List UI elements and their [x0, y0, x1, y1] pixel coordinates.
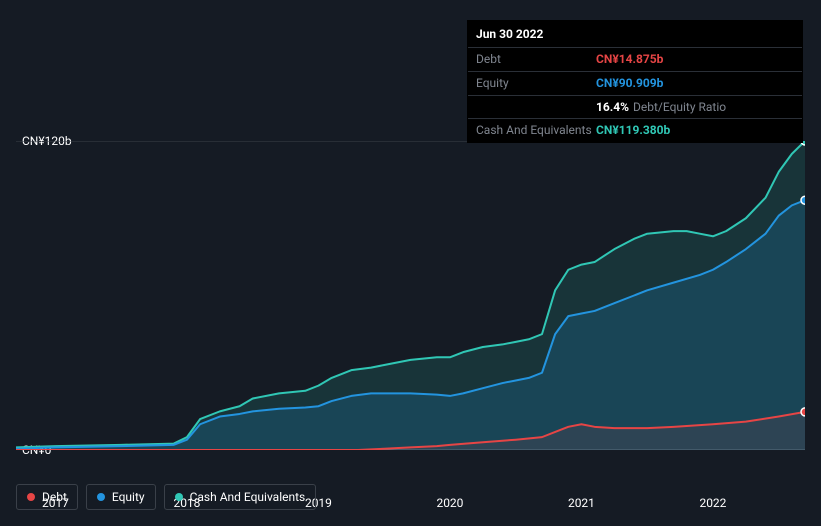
tooltip-row: 16.4%Debt/Equity Ratio: [468, 96, 802, 120]
legend-label: Cash And Equivalents: [190, 490, 306, 504]
legend-item-debt[interactable]: Debt: [16, 484, 78, 510]
tooltip-row: EquityCN¥90.909b: [468, 72, 802, 96]
chart-area: CN¥120bCN¥0 201720182019202020212022: [16, 125, 805, 466]
tooltip-value: CN¥90.909b: [596, 75, 663, 92]
tooltip-label: [476, 99, 596, 116]
tooltip-row: Cash And EquivalentsCN¥119.380b: [468, 119, 802, 142]
legend-label: Debt: [42, 490, 67, 504]
tooltip-label: Equity: [476, 75, 596, 92]
tooltip-label: Cash And Equivalents: [476, 122, 596, 139]
legend-dot-icon: [27, 493, 35, 501]
x-axis-tick: 2022: [699, 496, 726, 510]
legend-item-equity[interactable]: Equity: [86, 484, 156, 510]
tooltip-value: CN¥119.380b: [596, 122, 670, 139]
legend-item-cash-and-equivalents[interactable]: Cash And Equivalents: [164, 484, 317, 510]
chart-svg: [16, 141, 805, 450]
tooltip-value: CN¥14.875b: [596, 51, 663, 68]
chart-tooltip: Jun 30 2022 DebtCN¥14.875bEquityCN¥90.90…: [467, 20, 803, 143]
legend-label: Equity: [112, 490, 145, 504]
tooltip-row: DebtCN¥14.875b: [468, 48, 802, 72]
x-axis-tick: 2021: [568, 496, 595, 510]
x-axis-tick: 2020: [436, 496, 463, 510]
chart-legend: Debt Equity Cash And Equivalents: [16, 484, 316, 510]
tooltip-suffix: Debt/Equity Ratio: [633, 100, 726, 114]
legend-dot-icon: [175, 493, 183, 501]
tooltip-value: 16.4%Debt/Equity Ratio: [596, 99, 726, 116]
legend-dot-icon: [97, 493, 105, 501]
chart-plot[interactable]: [16, 141, 805, 450]
tooltip-date: Jun 30 2022: [468, 21, 802, 48]
tooltip-label: Debt: [476, 51, 596, 68]
